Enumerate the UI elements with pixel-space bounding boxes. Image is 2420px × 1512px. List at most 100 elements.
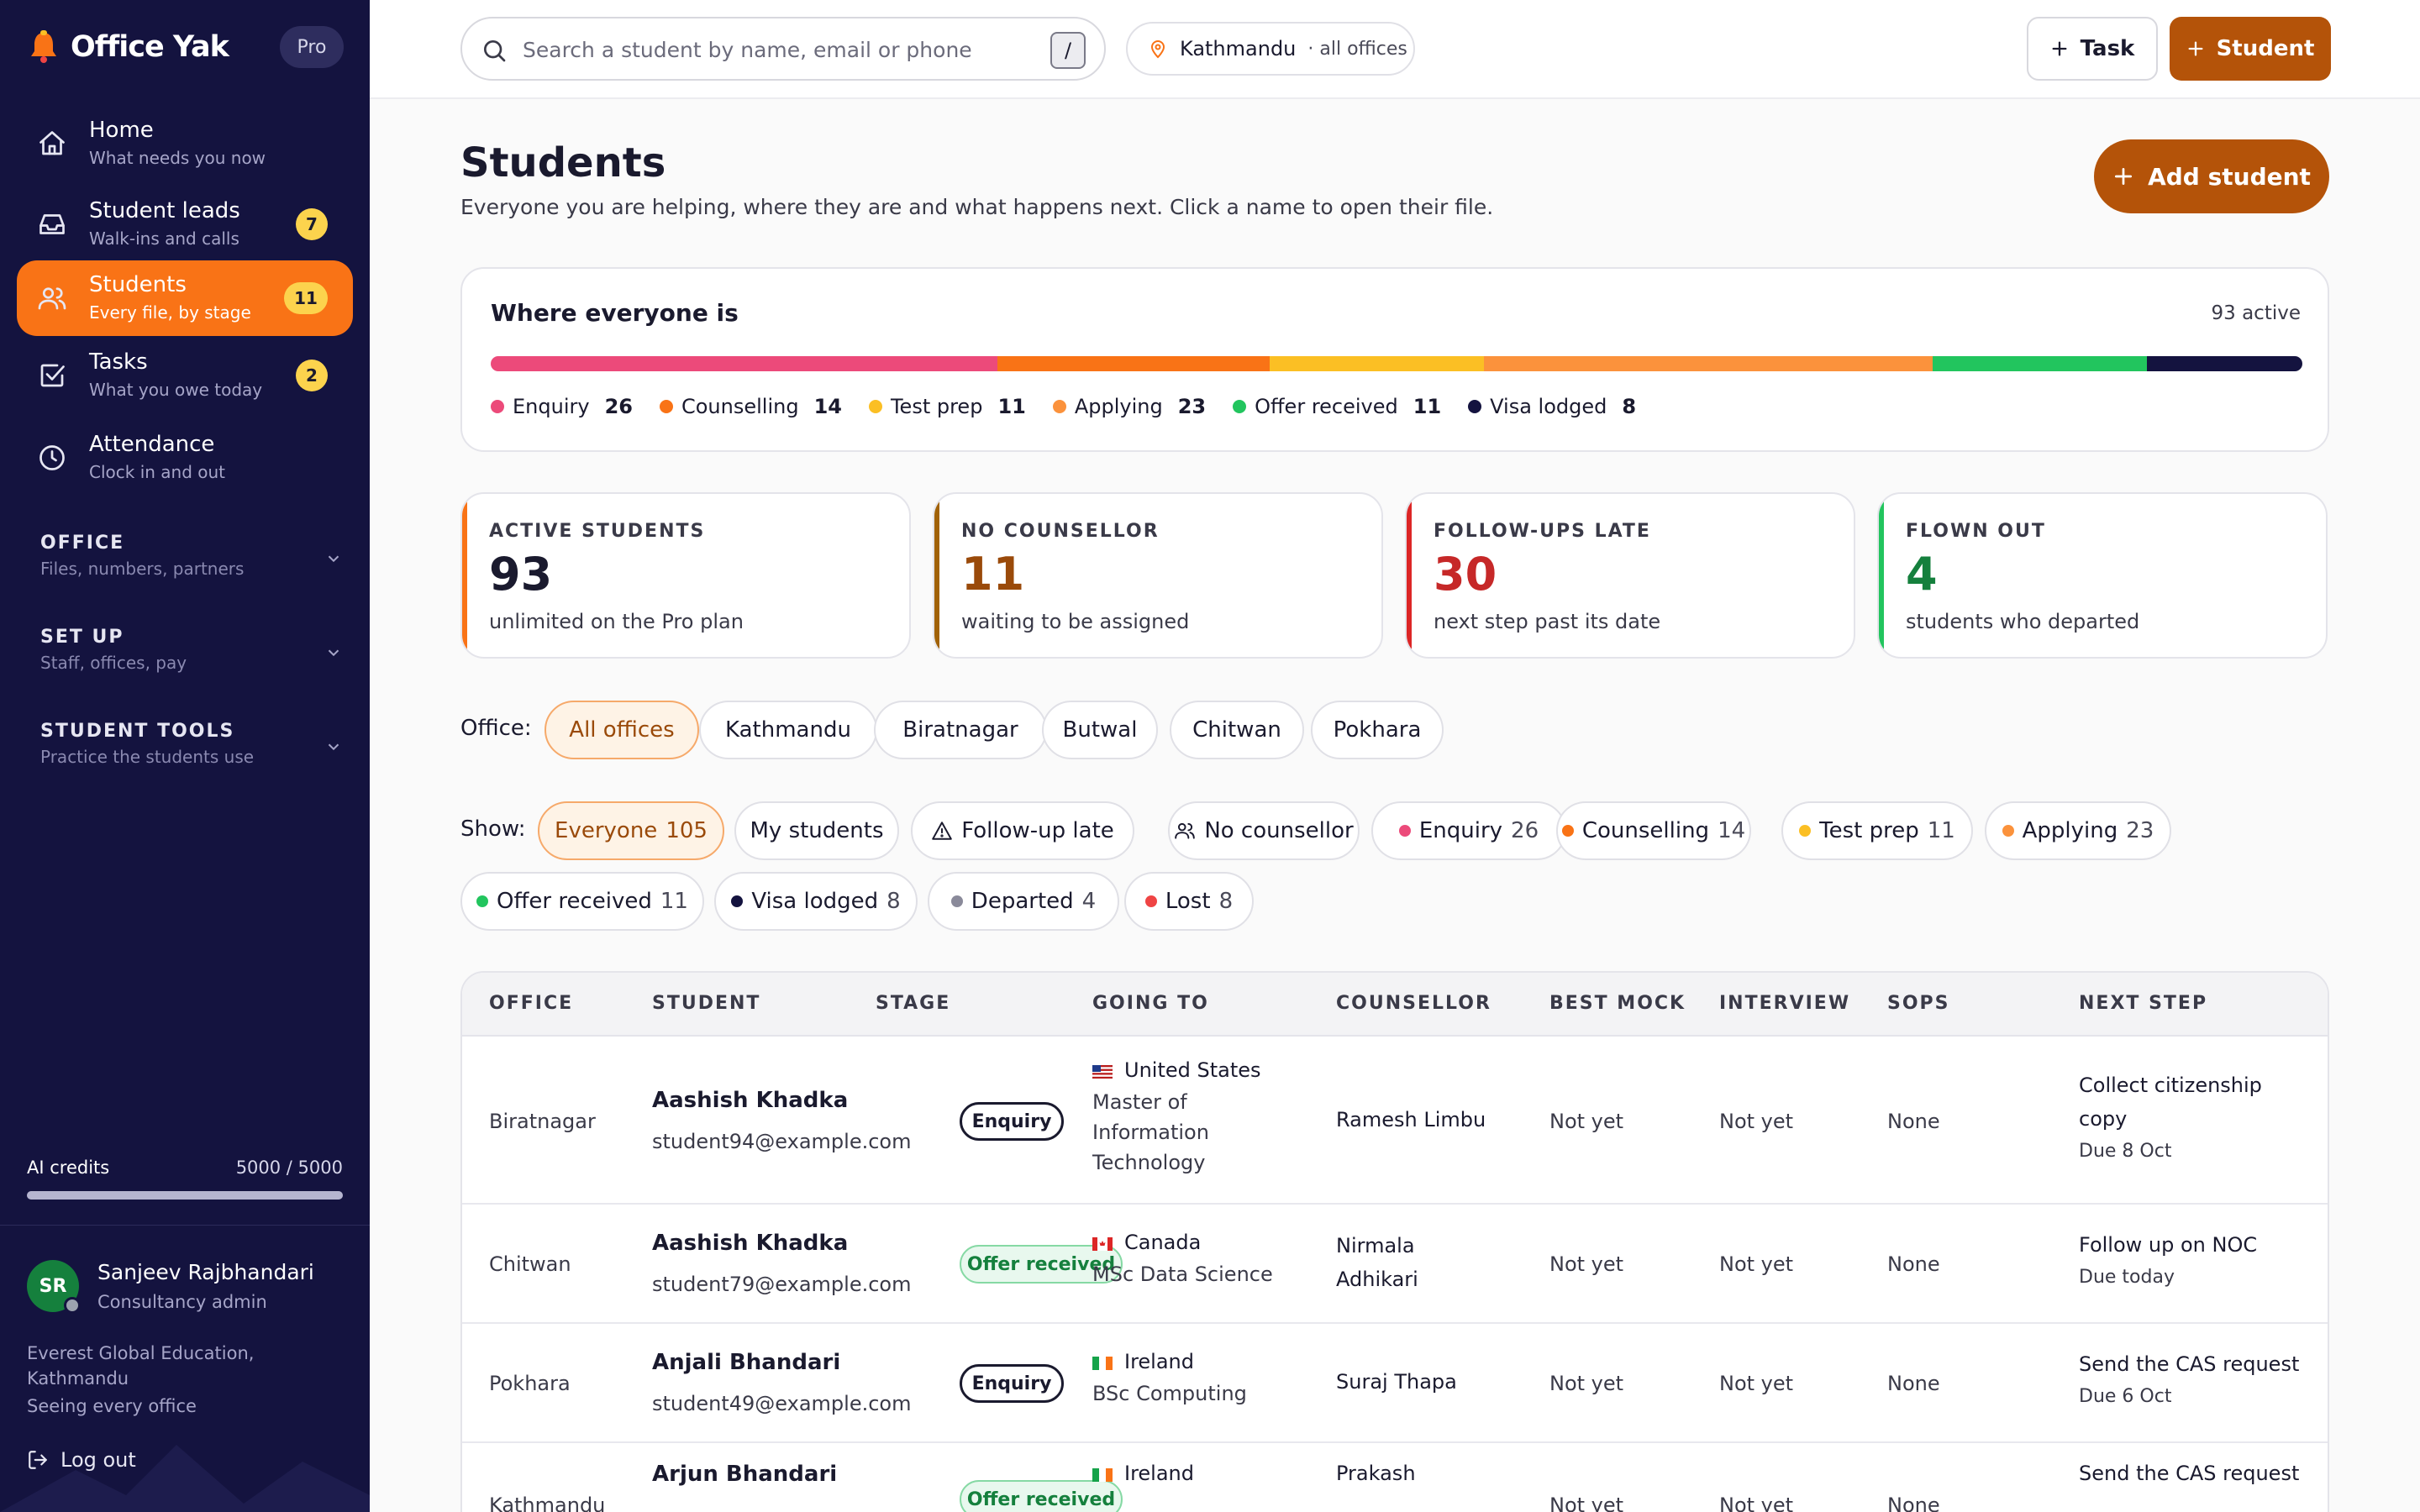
office-chip-chitwan[interactable]: Chitwan — [1170, 701, 1304, 759]
add-task-button[interactable]: Task — [2027, 17, 2158, 81]
show-chip-everyone[interactable]: Everyone 105 — [538, 801, 724, 860]
add-task-label: Task — [2080, 36, 2135, 61]
table-row[interactable]: Chitwan Aashish Khadka student79@example.c… — [462, 1205, 2328, 1324]
show-chip-no-counsellor[interactable]: No counsellor — [1168, 801, 1360, 860]
sidebar-item-students[interactable]: Students Every file, by stage 11 — [17, 260, 353, 336]
office-chip-biratnagar[interactable]: Biratnagar — [874, 701, 1047, 759]
column-header-interview[interactable]: INTERVIEW — [1719, 993, 1851, 1014]
sidebar-section-set-up[interactable]: SET UP Staff, offices, pay — [40, 627, 343, 677]
show-chip-visa-lodged[interactable]: Visa lodged 8 — [714, 872, 918, 931]
stage-legend-label: Offer received — [1255, 395, 1398, 418]
column-header-counsellor[interactable]: COUNSELLOR — [1336, 993, 1491, 1014]
inbox-icon — [39, 214, 65, 234]
column-header-going-to[interactable]: GOING TO — [1092, 993, 1209, 1014]
show-chip-departed[interactable]: Departed 4 — [928, 872, 1119, 931]
student-name[interactable]: Aashish Khadka — [652, 1231, 849, 1256]
sidebar-item-home[interactable]: Home What needs you now — [17, 106, 353, 181]
map-pin-icon — [1150, 40, 1165, 59]
sidebar-item-label: Attendance — [89, 432, 215, 457]
ai-credits-fill — [27, 1191, 343, 1200]
office-chip-label: Chitwan — [1192, 717, 1281, 743]
logout-label: Log out — [60, 1448, 136, 1472]
logout-button[interactable]: Log out — [27, 1448, 136, 1472]
stat-sub: next step past its date — [1434, 610, 1661, 633]
page-subtitle: Everyone you are helping, where they are… — [460, 195, 1494, 219]
stage-legend-label: Enquiry — [513, 395, 590, 418]
stat-accent — [1407, 494, 1412, 657]
show-chip-lost[interactable]: Lost 8 — [1124, 872, 1254, 931]
show-chip-label: Applying — [2022, 818, 2118, 843]
search-input[interactable] — [523, 30, 1027, 69]
topbar: / Kathmandu · all offices Task Student — [370, 0, 2420, 99]
sidebar-section-student-tools[interactable]: STUDENT TOOLS Practice the students use — [40, 721, 343, 771]
show-chip-dot — [1561, 825, 1574, 837]
column-header-best-mock[interactable]: BEST MOCK — [1549, 993, 1686, 1014]
sidebar-section-title: OFFICE — [40, 533, 125, 554]
sidebar-section-office[interactable]: OFFICE Files, numbers, partners — [40, 533, 343, 583]
chevron-down-icon — [324, 549, 343, 568]
show-chip-test-prep[interactable]: Test prep 11 — [1781, 801, 1973, 860]
show-chip-counselling[interactable]: Counselling 14 — [1556, 801, 1751, 860]
column-header-student[interactable]: STUDENT — [652, 993, 761, 1014]
stat-card-follow-ups-late[interactable]: FOLLOW-UPS LATE 30 next step past its date — [1405, 492, 1855, 659]
show-chip-applying[interactable]: Applying 23 — [1985, 801, 2171, 860]
student-name[interactable]: Arjun Bhandari — [652, 1462, 838, 1487]
stat-card-no-counsellor[interactable]: NO COUNSELLOR 11 waiting to be assigned — [933, 492, 1383, 659]
brand[interactable]: Office Yak — [29, 29, 229, 66]
stat-value: 93 — [489, 548, 553, 601]
stat-accent — [462, 494, 467, 657]
column-header-stage[interactable]: STAGE — [876, 993, 951, 1014]
counsellor-name: Suraj Thapa — [1336, 1370, 1457, 1394]
office-chip-all-offices[interactable]: All offices — [544, 701, 699, 759]
show-chip-dot — [950, 895, 963, 907]
add-student-button[interactable]: Add student — [2094, 139, 2329, 213]
student-name[interactable]: Aashish Khadka — [652, 1088, 849, 1113]
stage-legend-item: Test prep 11 — [868, 395, 1026, 418]
student-name[interactable]: Anjali Bhandari — [652, 1350, 841, 1375]
destination-country: Ireland — [1124, 1462, 1195, 1485]
sidebar-item-student-leads[interactable]: Student leads Walk-ins and calls 7 — [17, 186, 353, 262]
add-student-label: Add student — [2148, 162, 2311, 191]
column-header-office[interactable]: OFFICE — [489, 993, 574, 1014]
stage-bar-segment-applying — [1484, 356, 1933, 371]
column-header-next-step[interactable]: NEXT STEP — [2079, 993, 2208, 1014]
office-chip-label: Pokhara — [1333, 717, 1422, 743]
show-chip-my-students[interactable]: My students — [734, 801, 899, 860]
show-chip-follow-up-late[interactable]: Follow-up late — [911, 801, 1134, 860]
show-chip-label: My students — [750, 818, 884, 843]
stage-badge: Offer received — [960, 1245, 1123, 1284]
search-shortcut-key: / — [1050, 32, 1086, 69]
office-chip-kathmandu[interactable]: Kathmandu — [699, 701, 877, 759]
table-row[interactable]: Pokhara Anjali Bhandari student49@example.… — [462, 1324, 2328, 1443]
add-student-top-button[interactable]: Student — [2170, 17, 2331, 81]
show-chip-dot — [1398, 825, 1411, 837]
search-box[interactable]: / — [460, 17, 1106, 81]
sidebar-item-attendance[interactable]: Attendance Clock in and out — [17, 420, 353, 496]
location-selector[interactable]: Kathmandu · all offices — [1126, 22, 1415, 76]
destination-country: Canada — [1124, 1231, 1202, 1254]
users-icon — [1175, 822, 1196, 839]
show-chip-enquiry[interactable]: Enquiry 26 — [1371, 801, 1566, 860]
column-header-sops[interactable]: SOPS — [1887, 993, 1950, 1014]
stat-sub: unlimited on the Pro plan — [489, 610, 744, 633]
stage-bar-segment-visa-lodged — [2146, 356, 2302, 371]
stage-legend-value: 11 — [997, 395, 1026, 418]
stat-card-flown-out[interactable]: FLOWN OUT 4 students who departed — [1877, 492, 2328, 659]
interview-cell: Not yet — [1719, 1372, 1794, 1395]
home-icon — [39, 131, 65, 155]
table-row[interactable]: Biratnagar Aashish Khadka student94@exampl… — [462, 1038, 2328, 1205]
student-email: student94@example.com — [652, 1130, 912, 1153]
stage-legend-value: 14 — [813, 395, 842, 418]
table-row[interactable]: Kathmandu Arjun Bhandari Offer received Ire… — [462, 1443, 2328, 1512]
organisation-name: Everest Global Education, Kathmandu — [27, 1343, 255, 1389]
stage-legend-label: Visa lodged — [1490, 395, 1607, 418]
office-scope: Seeing every office — [27, 1396, 197, 1416]
office-chip-pokhara[interactable]: Pokhara — [1311, 701, 1444, 759]
office-chip-butwal[interactable]: Butwal — [1042, 701, 1158, 759]
best-mock-cell: Not yet — [1549, 1494, 1624, 1512]
show-chip-offer-received[interactable]: Offer received 11 — [460, 872, 704, 931]
stage-legend-dot — [1233, 400, 1247, 413]
stat-card-active-students[interactable]: ACTIVE STUDENTS 93 unlimited on the Pro pl… — [460, 492, 911, 659]
sops-cell: None — [1887, 1372, 1940, 1395]
sidebar-item-tasks[interactable]: Tasks What you owe today 2 — [17, 338, 353, 413]
